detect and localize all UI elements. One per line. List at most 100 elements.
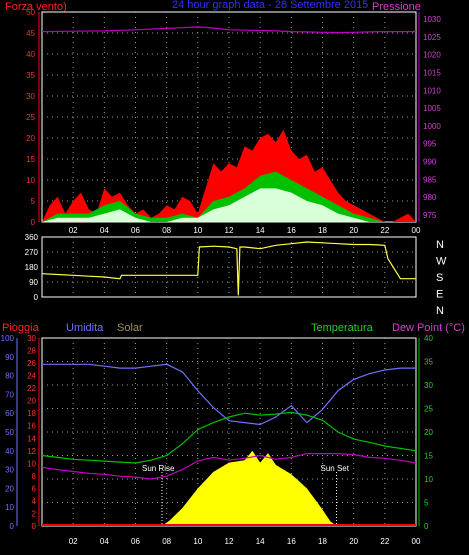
pressure-tick-label: 1015 <box>423 69 441 78</box>
dewpoint-label: Dew Point (°C) <box>392 322 465 334</box>
wind-x-tick-label: 08 <box>162 226 171 235</box>
temp-x-tick-label: 20 <box>349 537 358 546</box>
wind-tick-label: 50 <box>26 8 35 17</box>
rain-tick-label: 14 <box>27 434 36 443</box>
humidity-tick-label: 50 <box>5 428 14 437</box>
pressure-tick-label: 990 <box>423 157 437 166</box>
chart-title: 24 hour graph data - 28 Settembre 2015 <box>172 0 368 11</box>
compass-label: N <box>436 305 444 317</box>
humidity-tick-label: 30 <box>5 466 14 475</box>
temp-x-tick-label: 16 <box>287 537 296 546</box>
humidity-tick-label: 10 <box>5 503 14 512</box>
pressure-axis-label: Pressione <box>372 1 421 13</box>
rain-tick-label: 26 <box>27 359 36 368</box>
rain-tick-label: 2 <box>32 509 37 518</box>
temp-tick-label: 0 <box>424 522 429 531</box>
temp-x-tick-label: 00 <box>412 537 421 546</box>
humidity-tick-label: 70 <box>5 390 14 399</box>
wind-min-area <box>42 188 416 222</box>
wind-direction-line <box>41 241 416 296</box>
humidity-tick-label: 40 <box>5 447 14 456</box>
wind-tick-label: 10 <box>26 176 35 185</box>
temp-tick-label: 40 <box>424 334 433 343</box>
wind-axis-label: Forza vento) <box>5 1 67 13</box>
compass-label: W <box>436 256 447 268</box>
temp-x-tick-label: 22 <box>380 537 389 546</box>
temp-x-tick-label: 18 <box>318 537 327 546</box>
humidity-tick-label: 100 <box>1 334 15 343</box>
rain-tick-label: 16 <box>27 422 36 431</box>
direction-tick-label: 360 <box>25 233 39 242</box>
wind-x-tick-label: 20 <box>349 226 358 235</box>
solar-area <box>161 450 337 526</box>
sunrise-annotation: Sun Rise <box>142 464 175 473</box>
wind-tick-label: 5 <box>31 197 36 206</box>
pressure-tick-label: 1025 <box>423 33 441 42</box>
direction-tick-label: 0 <box>34 293 39 302</box>
temp-x-tick-label: 02 <box>69 537 78 546</box>
wind-tick-label: 30 <box>26 92 35 101</box>
humidity-tick-label: 20 <box>5 484 14 493</box>
temp-x-tick-label: 10 <box>193 537 202 546</box>
humidity-label: Umidita <box>66 322 104 334</box>
rain-tick-label: 28 <box>27 347 36 356</box>
direction-tick-label: 270 <box>25 248 39 257</box>
rain-tick-label: 18 <box>27 409 36 418</box>
wind-x-tick-label: 04 <box>100 226 109 235</box>
rain-tick-label: 4 <box>32 497 37 506</box>
wind-x-tick-label: 02 <box>69 226 78 235</box>
rain-tick-label: 24 <box>27 372 36 381</box>
temp-x-tick-label: 06 <box>131 537 140 546</box>
pressure-tick-label: 1005 <box>423 104 441 113</box>
temp-x-tick-label: 12 <box>225 537 234 546</box>
wind-tick-label: 0 <box>31 218 36 227</box>
wind-x-tick-label: 16 <box>287 226 296 235</box>
rain-tick-label: 0 <box>32 522 37 531</box>
wind-tick-label: 20 <box>26 134 35 143</box>
pressure-tick-label: 980 <box>423 193 437 202</box>
wind-x-tick-label: 12 <box>225 226 234 235</box>
sunset-annotation: Sun Set <box>321 464 350 473</box>
rain-tick-label: 22 <box>27 384 36 393</box>
wind-x-tick-label: 18 <box>318 226 327 235</box>
compass-label: E <box>436 289 443 301</box>
rain-tick-label: 6 <box>32 484 37 493</box>
pressure-tick-label: 1020 <box>423 51 441 60</box>
temp-x-tick-label: 14 <box>256 537 265 546</box>
humidity-tick-label: 80 <box>5 372 14 381</box>
temp-x-tick-label: 08 <box>162 537 171 546</box>
pressure-tick-label: 995 <box>423 140 437 149</box>
direction-tick-label: 180 <box>25 263 39 272</box>
humidity-tick-label: 0 <box>10 522 15 531</box>
pressure-tick-label: 975 <box>423 211 437 220</box>
pressure-tick-label: 1000 <box>423 122 441 131</box>
temperature-line <box>41 411 417 464</box>
wind-tick-label: 15 <box>26 155 35 164</box>
temp-tick-label: 15 <box>424 452 433 461</box>
pressure-tick-label: 1010 <box>423 86 441 95</box>
humidity-tick-label: 90 <box>5 353 14 362</box>
temp-x-tick-label: 04 <box>100 537 109 546</box>
wind-x-tick-label: 14 <box>256 226 265 235</box>
temp-tick-label: 5 <box>424 499 429 508</box>
rain-tick-label: 12 <box>27 447 36 456</box>
wind-x-tick-label: 22 <box>380 226 389 235</box>
wind-x-tick-label: 06 <box>131 226 140 235</box>
humidity-tick-label: 60 <box>5 409 14 418</box>
pressure-tick-label: 1030 <box>423 15 441 24</box>
pressure-line <box>41 26 416 34</box>
wind-tick-label: 35 <box>26 71 35 80</box>
solar-label: Solar <box>117 322 143 334</box>
rain-tick-label: 20 <box>27 397 36 406</box>
compass-label: S <box>436 272 443 284</box>
rain-tick-label: 10 <box>27 459 36 468</box>
compass-label: N <box>436 239 444 251</box>
wind-tick-label: 40 <box>26 50 35 59</box>
temp-tick-label: 20 <box>424 428 433 437</box>
pressure-tick-label: 985 <box>423 175 437 184</box>
temp-tick-label: 25 <box>424 405 433 414</box>
wind-tick-label: 25 <box>26 113 35 122</box>
temp-tick-label: 35 <box>424 358 433 367</box>
temp-tick-label: 30 <box>424 381 433 390</box>
rain-tick-label: 8 <box>32 472 37 481</box>
